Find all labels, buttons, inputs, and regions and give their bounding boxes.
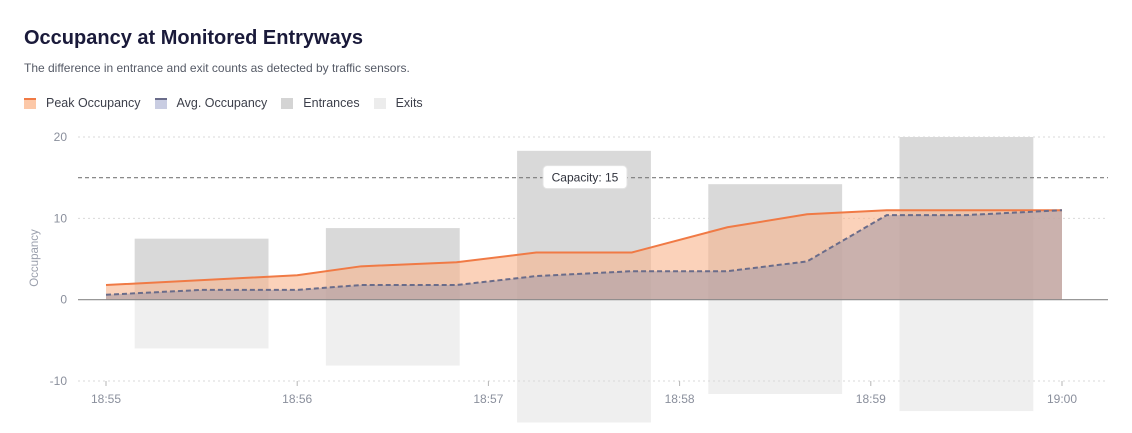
capacity-marker: Capacity: 15 xyxy=(78,165,1108,190)
y-tick-label: 10 xyxy=(54,211,68,225)
entrances-swatch xyxy=(281,97,294,109)
x-tick-label: 18:59 xyxy=(856,392,886,406)
exits-bar xyxy=(708,299,843,395)
x-tick-label: 18:55 xyxy=(91,392,121,406)
y-tick-label: 20 xyxy=(54,130,68,144)
occupancy-areas xyxy=(105,209,1063,300)
exits-bar xyxy=(517,299,651,423)
x-tick-label: 18:56 xyxy=(282,392,312,406)
exits-swatch xyxy=(373,97,386,109)
y-tick-label: 0 xyxy=(60,293,67,307)
y-axis-label: Occupancy xyxy=(29,229,41,287)
capacity-label: Capacity: 15 xyxy=(552,171,619,185)
capacity-label-box xyxy=(542,165,628,190)
legend-item-peak-occupancy[interactable]: Peak Occupancy xyxy=(24,96,141,110)
legend-item-avg-occupancy[interactable]: Avg. Occupancy xyxy=(154,96,268,110)
exits-bar xyxy=(899,299,1034,412)
chart-legend: Peak Occupancy Avg. Occupancy Entrances … xyxy=(24,96,437,110)
legend-label-avg-occupancy: Avg. Occupancy xyxy=(176,96,268,110)
chart-title: Occupancy at Monitored Entryways xyxy=(24,27,363,49)
y-tick-label: -10 xyxy=(50,374,68,388)
axes: 20 10 0 -10 18:55 18:56 18:57 18:58 18:59 19:00 xyxy=(50,130,1108,406)
exits-bar xyxy=(134,299,269,349)
peak-occupancy-line xyxy=(105,209,1062,287)
avg-occupancy-swatch xyxy=(154,97,167,109)
legend-label-exits: Exits xyxy=(395,96,423,110)
exits-bar xyxy=(325,299,460,366)
x-tick-label: 19:00 xyxy=(1047,392,1077,406)
legend-label-peak-occupancy: Peak Occupancy xyxy=(46,96,141,110)
legend-item-exits[interactable]: Exits xyxy=(373,96,423,110)
avg-occupancy-area xyxy=(106,210,1062,300)
x-tick-label: 18:57 xyxy=(473,392,503,406)
legend-item-entrances[interactable]: Entrances xyxy=(281,96,360,110)
x-tick-label: 18:58 xyxy=(665,392,695,406)
legend-label-entrances: Entrances xyxy=(303,96,360,110)
peak-occupancy-swatch xyxy=(24,97,36,109)
chart-subtitle: The difference in entrance and exit coun… xyxy=(24,61,410,75)
avg-occupancy-line xyxy=(105,209,1063,296)
